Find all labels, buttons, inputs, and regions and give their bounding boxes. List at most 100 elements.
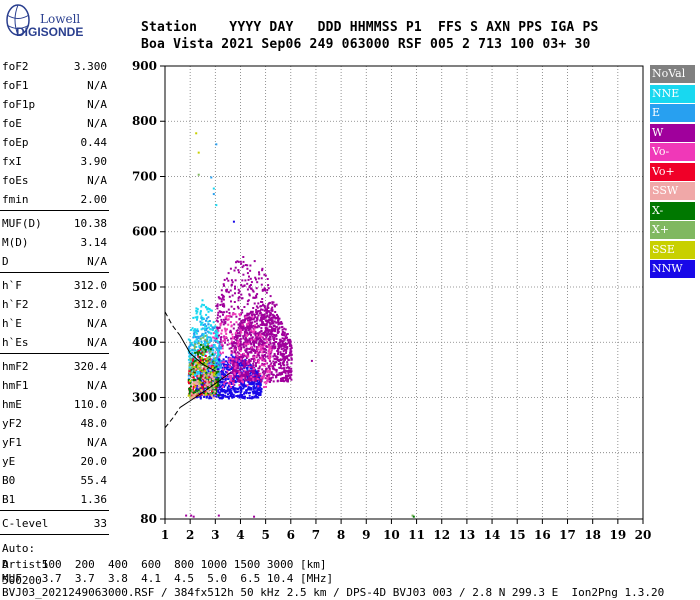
echo-point: [220, 322, 223, 325]
echo-point: [200, 357, 203, 360]
param-value: N/A: [87, 98, 107, 111]
echo-point: [243, 371, 246, 374]
echo-point: [210, 375, 213, 377]
echo-point: [194, 331, 197, 333]
echo-point: [268, 375, 270, 378]
echo-point: [281, 367, 283, 370]
echo-point: [199, 310, 202, 313]
echo-point: [281, 326, 283, 329]
echo-point: [266, 327, 269, 330]
echo-point: [214, 335, 217, 338]
param-separator: [0, 210, 109, 211]
echo-point: [247, 323, 250, 326]
echo-point: [241, 327, 244, 329]
echo-point: [200, 379, 203, 382]
echo-point: [280, 321, 283, 323]
echo-point: [197, 335, 200, 338]
echo-point: [206, 336, 209, 339]
echo-point: [263, 348, 265, 351]
echo-point: [222, 318, 225, 321]
echo-point: [211, 349, 214, 352]
echo-point: [250, 382, 253, 385]
echo-point: [265, 291, 268, 294]
echo-point: [191, 382, 194, 385]
echo-point: [283, 337, 286, 340]
echo-point: [213, 361, 216, 364]
echo-point: [191, 352, 194, 355]
echo-point: [270, 312, 272, 315]
echo-point: [209, 388, 212, 391]
echo-point: [268, 321, 271, 324]
echo-point: [276, 373, 279, 376]
echo-point: [285, 334, 288, 337]
x-tick-label: 18: [584, 528, 601, 542]
echo-point: [260, 380, 263, 383]
echo-point: [200, 341, 203, 344]
echo-point: [191, 359, 194, 362]
x-tick-label: 6: [287, 528, 295, 542]
echo-point: [225, 389, 227, 392]
echo-point: [217, 364, 220, 367]
param-name: fxI: [2, 155, 22, 168]
echo-point: [240, 327, 243, 330]
echo-point: [265, 348, 268, 351]
echo-point: [230, 337, 233, 340]
echo-point: [216, 347, 219, 350]
echo-point: [244, 342, 247, 345]
echo-point: [220, 390, 223, 393]
echo-point: [239, 344, 242, 347]
echo-point: [267, 284, 270, 287]
echo-point: [225, 395, 228, 398]
echo-point: [200, 360, 203, 362]
echo-point: [196, 379, 199, 382]
echo-point: [288, 374, 291, 377]
echo-point: [224, 322, 227, 325]
echo-point: [252, 331, 255, 334]
echo-point: [239, 314, 241, 317]
echo-point: [289, 377, 292, 380]
echo-point: [224, 363, 227, 366]
echo-point: [204, 363, 207, 366]
echo-point: [204, 323, 207, 326]
param-name: yF2: [2, 417, 22, 430]
echo-point: [207, 343, 210, 345]
echo-point: [244, 264, 247, 266]
echo-point: [264, 341, 267, 344]
echo-point: [254, 337, 257, 340]
echo-point: [222, 294, 225, 297]
echo-point: [241, 356, 244, 359]
echo-point: [256, 379, 259, 381]
echo-point: [263, 333, 266, 336]
echo-point: [197, 375, 200, 378]
echo-point: [229, 314, 231, 317]
echo-point: [233, 376, 236, 379]
echo-point: [246, 313, 249, 316]
echo-point: [270, 322, 273, 325]
echo-point: [243, 320, 246, 323]
echo-point: [259, 382, 262, 384]
echo-point: [192, 329, 195, 332]
echo-point: [194, 343, 197, 346]
echo-point: [207, 341, 210, 344]
echo-point: [213, 339, 216, 342]
echo-point: [197, 151, 200, 154]
echo-point: [247, 387, 250, 390]
echo-point: [217, 296, 220, 299]
echo-point: [206, 378, 209, 380]
echo-point: [241, 309, 244, 312]
echo-point: [256, 293, 259, 296]
echo-point: [232, 364, 235, 367]
echo-point: [232, 396, 235, 398]
echo-point: [247, 329, 250, 332]
param-name: M(D): [2, 236, 29, 249]
echo-point: [204, 338, 207, 341]
echo-point: [236, 360, 239, 363]
param-value: 48.0: [80, 417, 108, 430]
echo-point: [219, 380, 222, 383]
echo-point: [287, 371, 290, 374]
echo-point: [212, 395, 215, 398]
echo-point: [276, 317, 279, 319]
echo-point: [273, 364, 276, 367]
echo-point: [255, 346, 258, 348]
echo-point: [237, 269, 240, 272]
